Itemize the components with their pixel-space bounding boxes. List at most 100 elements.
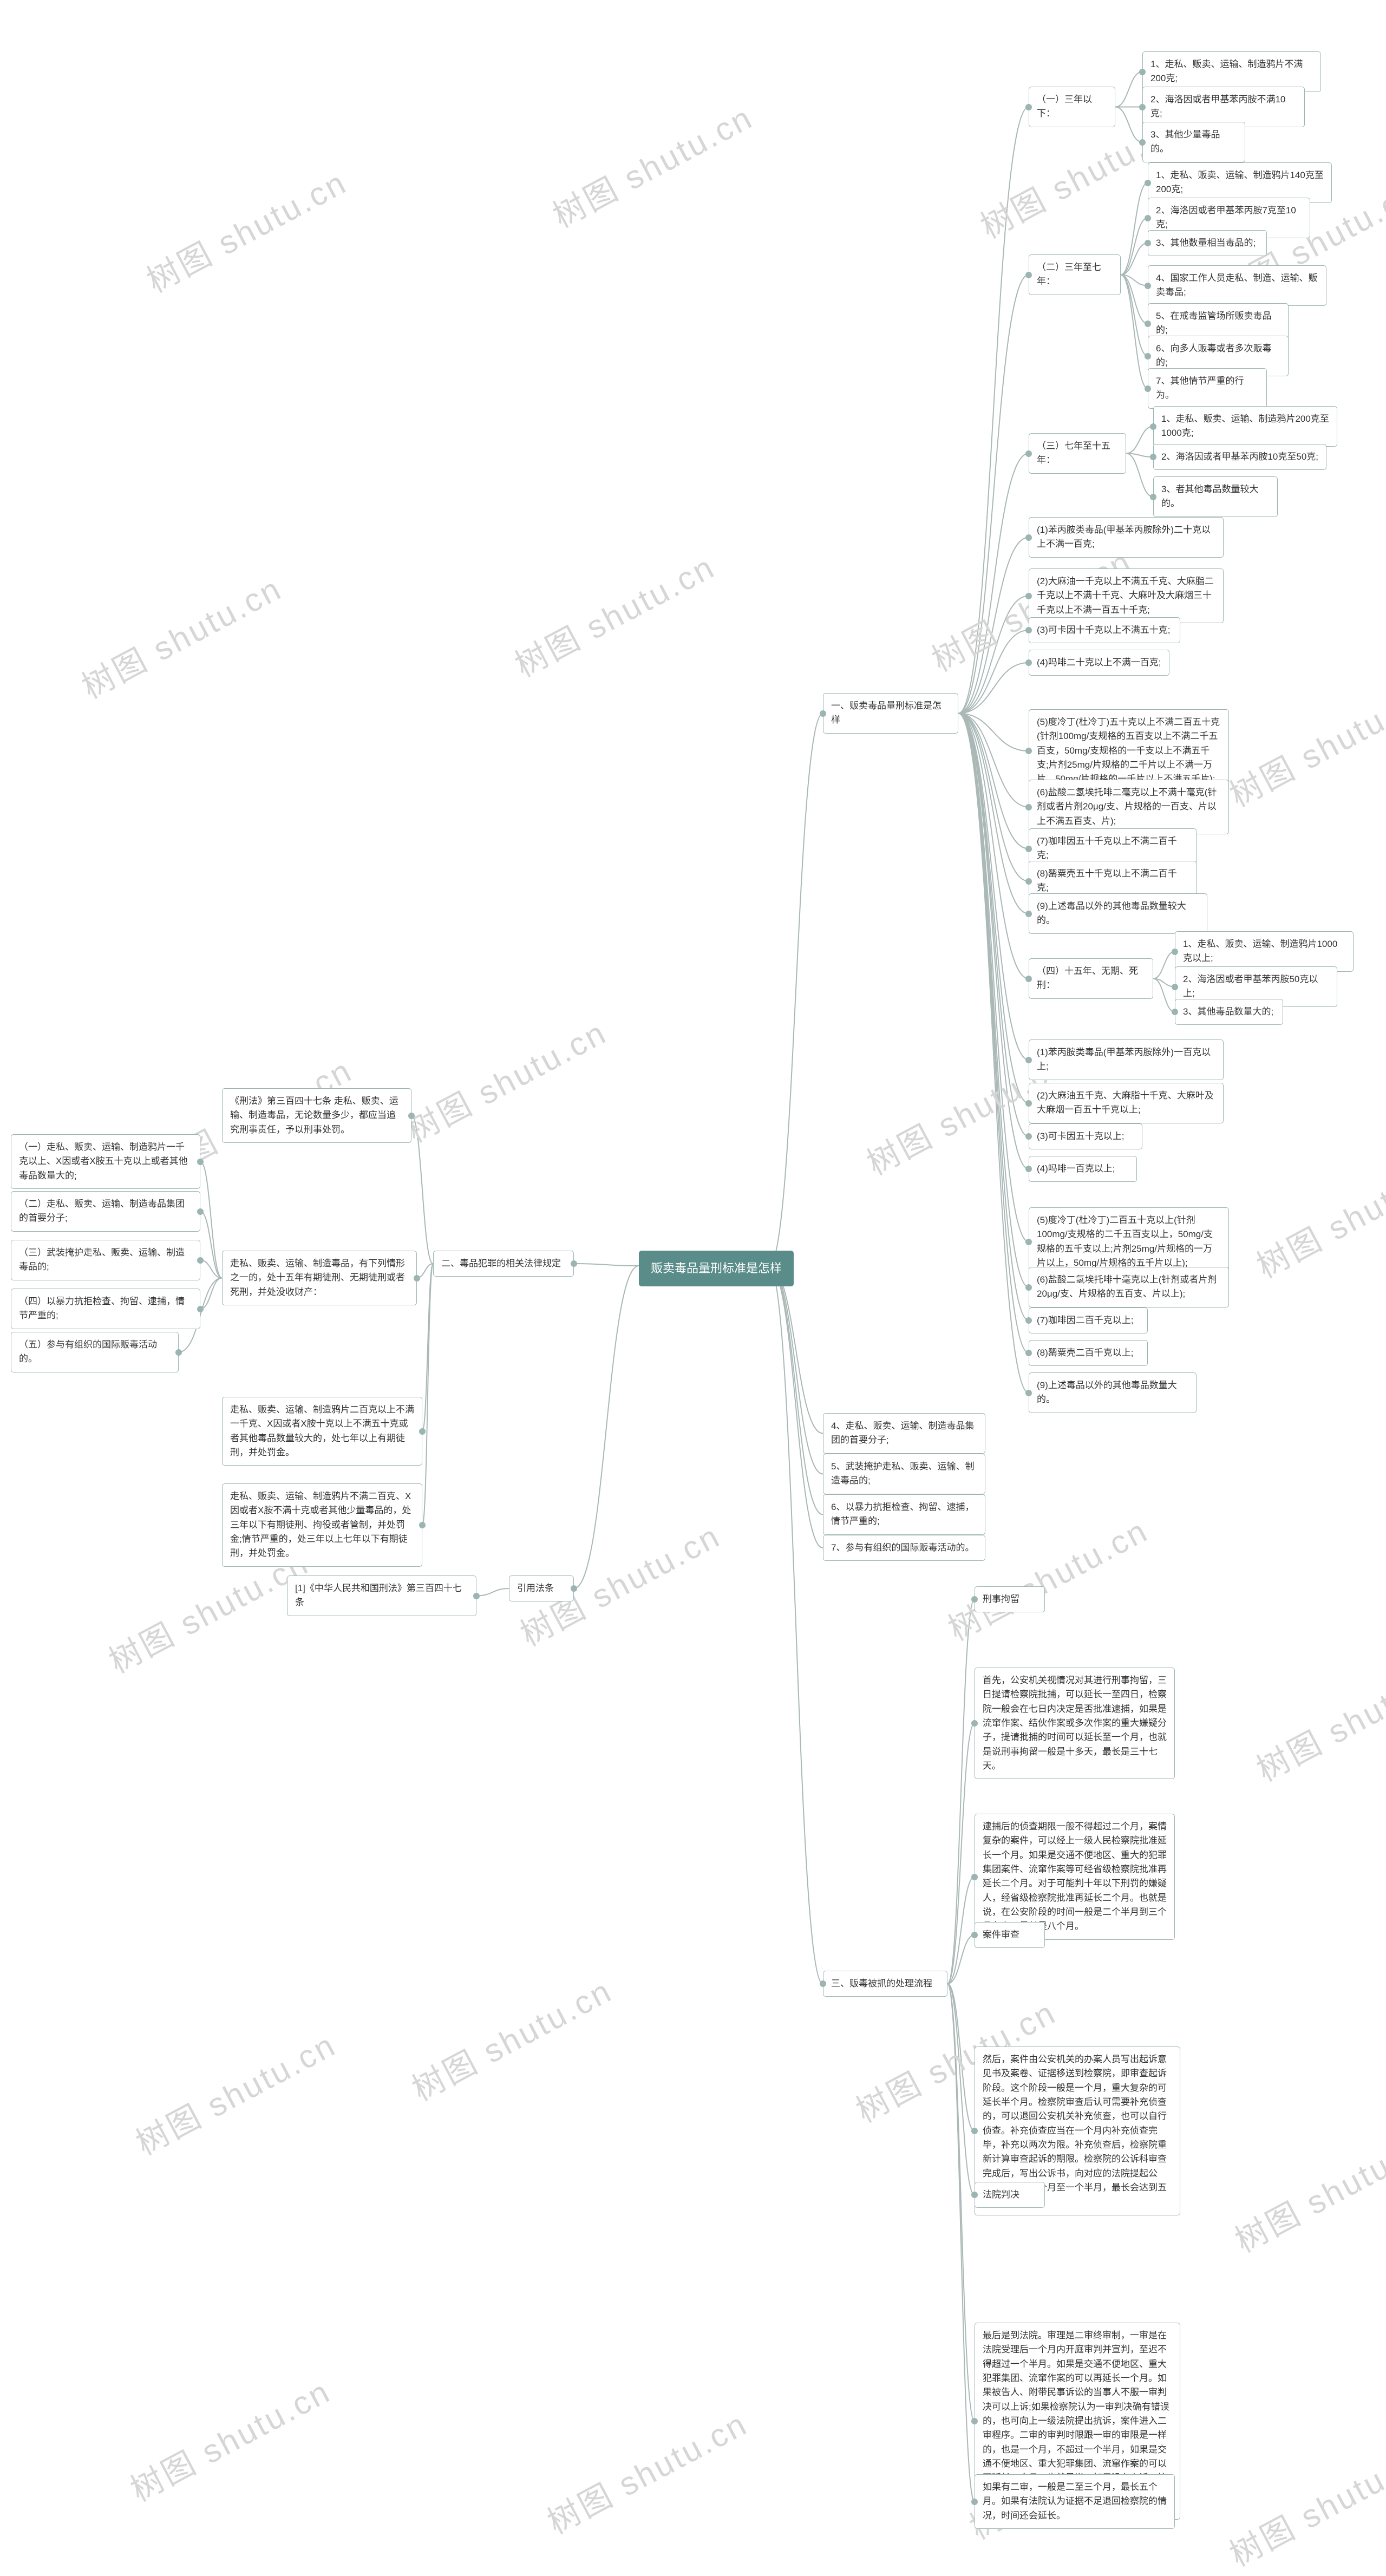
- mindmap-node[interactable]: (9)上述毒品以外的其他毒品数量大的。: [1029, 1372, 1197, 1413]
- mindmap-node[interactable]: 5、武装掩护走私、贩卖、运输、制造毒品的;: [823, 1454, 985, 1494]
- mindmap-node[interactable]: (3)可卡因五十克以上;: [1029, 1123, 1142, 1149]
- connector-dot: [1145, 215, 1151, 221]
- mindmap-node[interactable]: 走私、贩卖、运输、制造鸦片二百克以上不满一千克、X因或者X胺十克以上不满五十克或…: [222, 1397, 422, 1466]
- watermark: 树图 shutu.cn: [126, 2019, 343, 2164]
- connector-dot: [571, 1585, 577, 1592]
- mindmap-node[interactable]: 3、其他毒品数量大的;: [1175, 999, 1283, 1025]
- mindmap-node[interactable]: (2)大麻油五千克、大麻脂十千克、大麻叶及大麻烟一百五十千克以上;: [1029, 1083, 1224, 1123]
- mindmap-node[interactable]: 3、其他数量相当毒品的;: [1148, 230, 1267, 256]
- connector-dot: [1145, 180, 1151, 186]
- mindmap-node[interactable]: 1、走私、贩卖、运输、制造鸦片1000克以上;: [1175, 931, 1354, 972]
- mindmap-node[interactable]: 刑事拘留: [975, 1586, 1045, 1612]
- mindmap-node[interactable]: (1)苯丙胺类毒品(甲基苯丙胺除外)二十克以上不满一百克;: [1029, 517, 1224, 558]
- mindmap-node[interactable]: (9)上述毒品以外的其他毒品数量较大的。: [1029, 893, 1207, 934]
- mindmap-node[interactable]: （一）走私、贩卖、运输、制造鸦片一千克以上、X因或者X胺五十克以上或者其他毒品数…: [11, 1134, 200, 1189]
- mindmap-node[interactable]: (2)大麻油一千克以上不满五千克、大麻脂二千克以上不满十千克、大麻叶及大麻烟三十…: [1029, 568, 1224, 623]
- mindmap-node[interactable]: 1、走私、贩卖、运输、制造鸦片200克至1000克;: [1153, 406, 1337, 447]
- connector-dot: [971, 1596, 978, 1603]
- watermark: 树图 shutu.cn: [1247, 1645, 1386, 1790]
- mindmap-node[interactable]: 案件审查: [975, 1922, 1045, 1948]
- mindmap-node[interactable]: 如果有二审，一般是二至三个月，最长五个月。如果有法院认为证据不足退回检察院的情况…: [975, 2474, 1175, 2529]
- mindmap-node[interactable]: (3)可卡因十千克以上不满五十克;: [1029, 617, 1180, 643]
- mindmap-node[interactable]: 走私、贩卖、运输、制造鸦片不满二百克、X因或者X胺不满十克或者其他少量毒品的，处…: [222, 1483, 422, 1567]
- connector-dot: [1025, 593, 1032, 599]
- mindmap-node[interactable]: 4、走私、贩卖、运输、制造毒品集团的首要分子;: [823, 1413, 985, 1454]
- connector-dot: [1025, 804, 1032, 810]
- mindmap-node[interactable]: (4)吗啡二十克以上不满一百克;: [1029, 650, 1169, 676]
- mindmap-node[interactable]: 引用法条: [509, 1575, 574, 1601]
- mindmap-node[interactable]: 首先，公安机关视情况对其进行刑事拘留，三日提请检察院批捕，可以延长一至四日，检察…: [975, 1668, 1175, 1779]
- connector-dot: [197, 1306, 204, 1312]
- connector-dot: [1145, 321, 1151, 327]
- connector-dot: [1025, 1284, 1032, 1291]
- mindmap-node[interactable]: 《刑法》第三百四十七条 走私、贩卖、运输、制造毒品，无论数量多少，都应当追究刑事…: [222, 1088, 411, 1143]
- connector-dot: [419, 1428, 426, 1435]
- connector-dot: [971, 1720, 978, 1727]
- connector-dot: [1025, 846, 1032, 852]
- connector-dot: [419, 1522, 426, 1528]
- mindmap-node[interactable]: (5)度冷丁(杜冷丁)二百五十克以上(针剂100mg/支规格的二千五百支以上，5…: [1029, 1207, 1229, 1276]
- watermark: 树图 shutu.cn: [543, 91, 760, 237]
- watermark: 树图 shutu.cn: [1247, 1142, 1386, 1287]
- mindmap-node[interactable]: 1、走私、贩卖、运输、制造鸦片不满200克;: [1142, 51, 1321, 92]
- watermark: 树图 shutu.cn: [538, 2398, 755, 2543]
- watermark: 树图 shutu.cn: [1225, 2116, 1386, 2261]
- mindmap-node[interactable]: 2、海洛因或者甲基苯丙胺不满10克;: [1142, 87, 1305, 127]
- watermark: 树图 shutu.cn: [505, 541, 722, 686]
- mindmap-node[interactable]: （四）十五年、无期、死刑：: [1029, 958, 1153, 999]
- mindmap-node[interactable]: （五）参与有组织的国际贩毒活动的。: [11, 1332, 179, 1372]
- connector-dot: [1025, 1057, 1032, 1063]
- root-node[interactable]: 贩卖毒品量刑标准是怎样: [639, 1251, 794, 1286]
- connector-dot: [971, 2418, 978, 2424]
- mindmap-node[interactable]: 3、者其他毒品数量较大的。: [1153, 476, 1278, 517]
- mindmap-node[interactable]: （三）武装掩护走私、贩卖、运输、制造毒品的;: [11, 1240, 200, 1280]
- connector-dot: [571, 1260, 577, 1267]
- mindmap-node[interactable]: (1)苯丙胺类毒品(甲基苯丙胺除外)一百克以上;: [1029, 1039, 1224, 1080]
- mindmap-node[interactable]: 7、其他情节严重的行为。: [1148, 368, 1267, 409]
- mindmap-node[interactable]: 三、贩毒被抓的处理流程: [823, 1971, 947, 1997]
- mindmap-node[interactable]: （三）七年至十五年：: [1029, 433, 1126, 474]
- watermark: 树图 shutu.cn: [402, 1965, 619, 2110]
- connector-dot: [1025, 104, 1032, 110]
- mindmap-node[interactable]: [1]《中华人民共和国刑法》第三百四十七条: [287, 1575, 476, 1616]
- connector-dot: [1025, 1390, 1032, 1396]
- mindmap-node[interactable]: (4)吗啡一百克以上;: [1029, 1156, 1137, 1182]
- connector-dot: [1025, 1100, 1032, 1107]
- mindmap-node[interactable]: 4、国家工作人员走私、制造、运输、贩卖毒品;: [1148, 265, 1326, 306]
- connector-dot: [408, 1113, 415, 1119]
- mindmap-node[interactable]: （二）走私、贩卖、运输、制造毒品集团的首要分子;: [11, 1191, 200, 1232]
- mindmap-node[interactable]: (6)盐酸二氢埃托啡十毫克以上(针剂或者片剂20μg/支、片规格的五百支、片以上…: [1029, 1267, 1229, 1307]
- mindmap-node[interactable]: （一）三年以下：: [1029, 87, 1115, 127]
- mindmap-node[interactable]: （二）三年至七年：: [1029, 254, 1121, 295]
- mindmap-node[interactable]: 1、走私、贩卖、运输、制造鸦片140克至200克;: [1148, 162, 1332, 203]
- mindmap-node[interactable]: 6、以暴力抗拒检查、拘留、逮捕，情节严重的;: [823, 1494, 985, 1535]
- connector-dot: [1139, 69, 1146, 75]
- connector-dot: [1145, 353, 1151, 359]
- connector-dot: [1025, 1133, 1032, 1140]
- mindmap-node[interactable]: (7)咖啡因二百千克以上;: [1029, 1307, 1148, 1333]
- connector-dot: [1139, 139, 1146, 146]
- connector-dot: [197, 1257, 204, 1264]
- mindmap-node[interactable]: (8)罂粟壳二百千克以上;: [1029, 1340, 1148, 1366]
- mindmap-node[interactable]: 逮捕后的侦查期限一般不得超过二个月，案情复杂的案件，可以经上一级人民检察院批准延…: [975, 1814, 1175, 1940]
- mindmap-node[interactable]: 法院判决: [975, 2182, 1045, 2208]
- mindmap-node[interactable]: 7、参与有组织的国际贩毒活动的。: [823, 1535, 985, 1561]
- mindmap-node[interactable]: （四）以暴力抗拒检查、拘留、逮捕，情节严重的;: [11, 1289, 200, 1329]
- connector-dot: [971, 2499, 978, 2505]
- connector-dot: [1145, 385, 1151, 392]
- mindmap-node[interactable]: (6)盐酸二氢埃托啡二毫克以上不满十毫克(针剂或者片剂20μg/支、片规格的一百…: [1029, 780, 1229, 834]
- connector-dot: [1025, 1350, 1032, 1356]
- connector-dot: [1025, 627, 1032, 633]
- connector-dot: [1025, 272, 1032, 278]
- mindmap-node[interactable]: 3、其他少量毒品的。: [1142, 122, 1245, 162]
- connector-dot: [1025, 659, 1032, 666]
- mindmap-node[interactable]: 一、贩卖毒品量刑标准是怎样: [823, 693, 958, 734]
- connector-dot: [473, 1593, 480, 1599]
- mindmap-node[interactable]: 2、海洛因或者甲基苯丙胺10克至50克;: [1153, 444, 1326, 470]
- connector-dot: [1172, 984, 1178, 990]
- mindmap-node[interactable]: 二、毒品犯罪的相关法律规定: [433, 1251, 574, 1277]
- connector-dot: [1025, 976, 1032, 982]
- watermark: 树图 shutu.cn: [137, 156, 354, 302]
- watermark: 树图 shutu.cn: [1220, 671, 1386, 816]
- mindmap-node[interactable]: 走私、贩卖、运输、制造毒品，有下列情形之一的，处十五年有期徒刑、无期徒刑或者死刑…: [222, 1251, 417, 1305]
